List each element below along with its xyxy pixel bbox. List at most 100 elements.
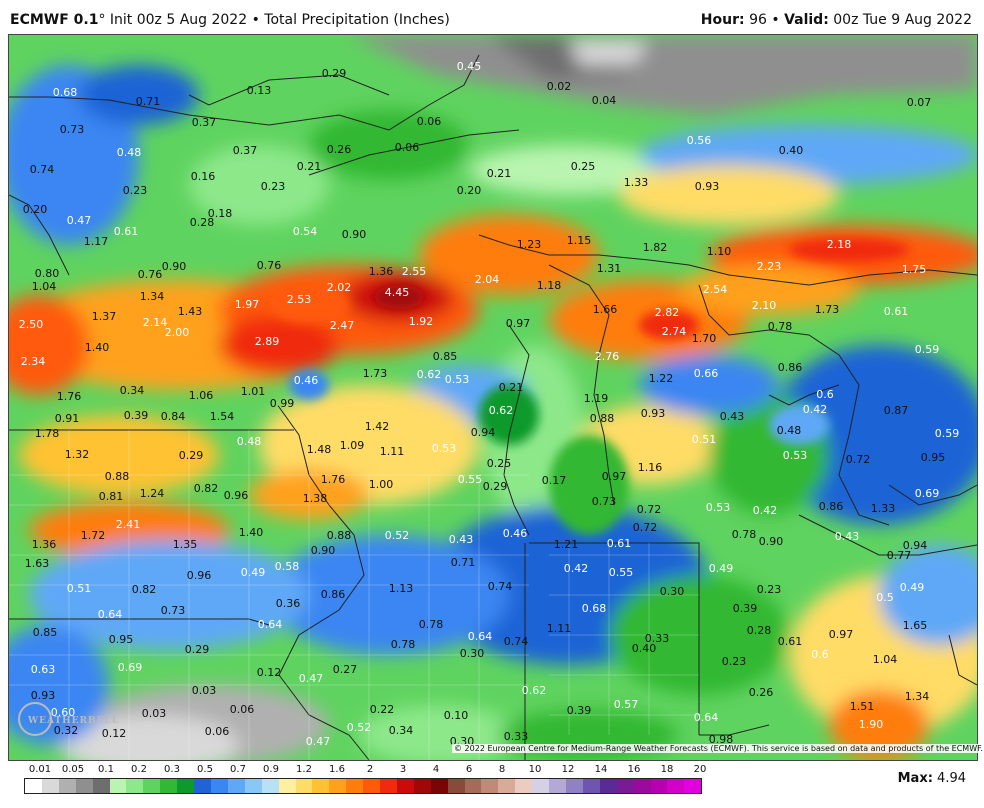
precip-value-label: 0.64 <box>694 711 719 724</box>
precip-value-label: 1.34 <box>905 690 930 703</box>
precip-value-label: 0.71 <box>451 556 476 569</box>
legend-swatch <box>278 779 296 793</box>
precip-value-label: 0.78 <box>768 320 793 333</box>
precip-value-label: 0.16 <box>191 170 216 183</box>
precip-value-label: 0.33 <box>504 730 529 743</box>
precip-value-label: 0.73 <box>60 123 85 136</box>
legend-swatch <box>109 779 127 793</box>
precip-value-label: 0.86 <box>819 500 844 513</box>
precip-value-label: 0.30 <box>460 647 485 660</box>
precip-value-label: 0.99 <box>270 397 295 410</box>
precip-value-label: 0.49 <box>241 566 266 579</box>
legend-swatch <box>633 779 651 793</box>
precip-value-label: 2.02 <box>327 281 352 294</box>
precip-value-label: 0.53 <box>432 442 457 455</box>
precip-value-label: 0.95 <box>109 633 134 646</box>
legend-tick-label: 8 <box>498 764 506 775</box>
legend-swatch <box>160 779 178 793</box>
precip-value-label: 0.93 <box>31 689 56 702</box>
precip-value-label: 0.57 <box>614 698 639 711</box>
precip-value-label: 0.71 <box>136 95 161 108</box>
precip-value-label: 0.64 <box>258 618 283 631</box>
legend-tick-label: 12 <box>561 764 575 775</box>
legend-swatch <box>329 779 347 793</box>
precip-value-label: 1.19 <box>584 392 609 405</box>
precip-value-label: 0.78 <box>391 638 416 651</box>
precip-value-label: 1.31 <box>597 262 622 275</box>
precip-value-label: 0.72 <box>846 453 871 466</box>
legend-swatch <box>194 779 211 793</box>
precip-value-label: 0.90 <box>162 260 187 273</box>
precip-value-label: 1.76 <box>57 390 82 403</box>
precip-value-label: 0.73 <box>592 495 617 508</box>
precip-value-label: 0.5 <box>876 591 894 604</box>
precip-value-label: 1.04 <box>32 280 57 293</box>
legend-swatch <box>532 779 550 793</box>
legend-swatch <box>41 779 59 793</box>
precip-value-label: 0.6 <box>811 648 829 661</box>
model-name: ECMWF 0.1 <box>10 12 99 28</box>
precip-value-label: 0.22 <box>370 703 395 716</box>
map-canvas: 0.29 0.45 0.68 0.13 0.71 0.02 0.04 0.07 0.37 0.06… <box>9 35 977 760</box>
valid-time-info: Hour: 96 • Valid: 00z Tue 9 Aug 2022 <box>701 12 972 28</box>
precip-value-label: 0.37 <box>192 116 217 129</box>
precip-value-label: 1.13 <box>389 582 414 595</box>
legend-swatch <box>261 779 279 793</box>
precip-value-label: 0.32 <box>54 724 79 737</box>
precip-value-label: 0.06 <box>230 703 255 716</box>
max-value-box: Max: 4.94 <box>898 771 966 786</box>
legend-swatch <box>413 779 431 793</box>
precip-value-label: 0.72 <box>633 521 658 534</box>
legend-tick-label: 1.6 <box>329 764 345 775</box>
precip-value-label: 0.93 <box>695 180 720 193</box>
precip-value-label: 0.76 <box>138 268 163 281</box>
precipitation-map[interactable]: 0.29 0.45 0.68 0.13 0.71 0.02 0.04 0.07 0.37 0.06… <box>8 34 978 761</box>
legend-swatch <box>667 779 685 793</box>
legend-tick-label: 14 <box>594 764 608 775</box>
legend-swatch <box>396 779 414 793</box>
init-time: Init 00z 5 Aug 2022 <box>109 12 248 28</box>
precip-value-label: 0.69 <box>915 487 940 500</box>
copyright-notice: © 2022 European Centre for Medium-Range … <box>452 744 984 753</box>
precip-value-label: 0.34 <box>120 384 145 397</box>
legend-swatch <box>92 779 110 793</box>
precip-value-label: 0.18 <box>208 207 233 220</box>
precip-value-label: 0.73 <box>161 604 186 617</box>
legend-swatch <box>380 779 397 793</box>
precip-value-label: 2.55 <box>402 265 427 278</box>
precip-value-label: 0.74 <box>504 635 529 648</box>
precip-value-label: 0.33 <box>645 632 670 645</box>
precip-value-label: 0.43 <box>449 533 474 546</box>
precip-value-label: 0.61 <box>607 537 632 550</box>
precip-value-label: 0.25 <box>487 457 512 470</box>
precip-value-label: 0.26 <box>749 686 774 699</box>
precip-value-label: 0.97 <box>506 317 531 330</box>
precip-value-label: 0.06 <box>395 141 420 154</box>
precip-value-label: 0.6 <box>816 388 834 401</box>
precip-value-label: 1.72 <box>81 529 106 542</box>
precip-field <box>9 35 977 760</box>
precip-value-label: 0.88 <box>327 529 352 542</box>
legend-tick-label: 1.2 <box>296 764 312 775</box>
legend-swatch <box>25 779 42 793</box>
precip-value-label: 0.59 <box>935 427 960 440</box>
precip-value-label: 1.35 <box>173 538 198 551</box>
precip-value-label: 0.02 <box>547 80 572 93</box>
legend-tick-label: 4 <box>432 764 440 775</box>
precip-value-label: 0.21 <box>499 381 524 394</box>
precip-value-label: 0.81 <box>99 490 124 503</box>
precip-value-label: 1.70 <box>692 332 717 345</box>
precip-value-label: 0.28 <box>747 624 772 637</box>
precip-value-label: 0.59 <box>915 343 940 356</box>
legend-tick-label: 6 <box>465 764 473 775</box>
precip-value-label: 0.86 <box>778 361 803 374</box>
precip-value-label: 1.43 <box>178 305 203 318</box>
precip-value-label: 0.96 <box>187 569 212 582</box>
separator: • <box>251 12 260 28</box>
legend-tick-label: 0.2 <box>131 764 147 775</box>
precip-value-label: 0.23 <box>722 655 747 668</box>
precip-value-label: 1.42 <box>365 420 390 433</box>
precip-value-label: 0.10 <box>444 709 469 722</box>
precip-value-label: 1.40 <box>239 526 264 539</box>
precip-value-label: 2.53 <box>287 293 312 306</box>
